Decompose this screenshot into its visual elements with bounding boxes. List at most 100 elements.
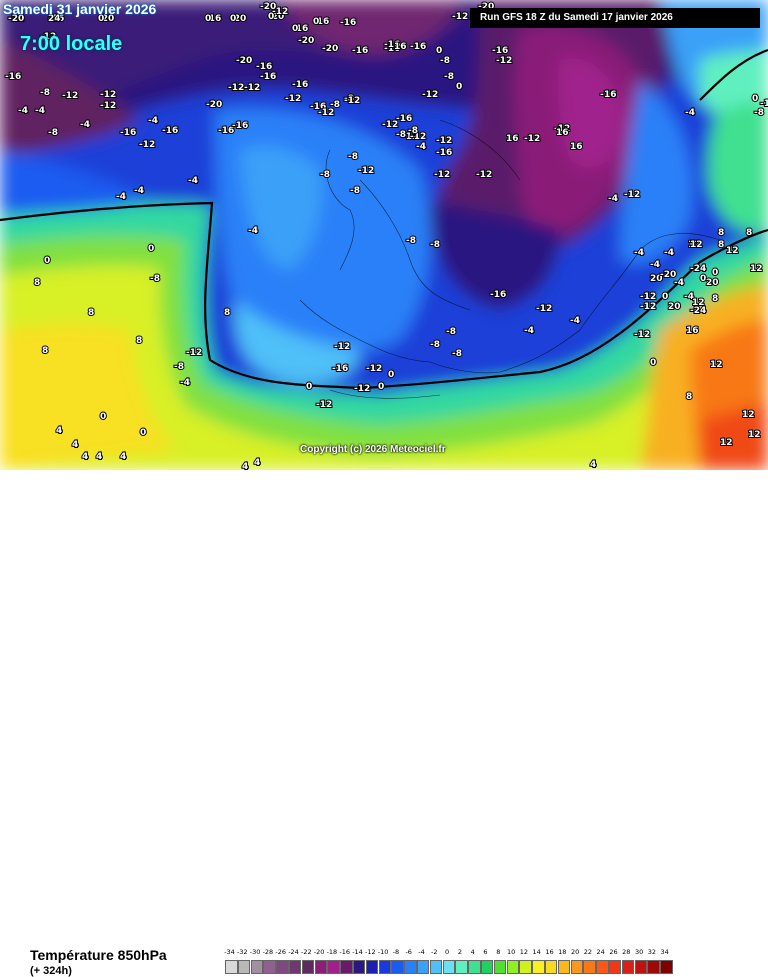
isotherm-value-label: -4 <box>684 292 694 302</box>
isotherm-value-label: 0 <box>456 82 462 92</box>
scale-swatch <box>557 960 571 974</box>
isotherm-value-label: -4 <box>608 194 618 204</box>
scale-swatch <box>468 960 481 974</box>
scale-swatch <box>583 960 596 974</box>
scale-tick-label: 24 <box>596 948 605 956</box>
scale-tick-label: -18 <box>326 948 338 956</box>
parameter-title: Température 850hPa <box>30 947 167 963</box>
isotherm-value-label: -8 <box>348 152 358 162</box>
isotherm-value-label: 0 <box>98 14 104 24</box>
isotherm-value-label: -8 <box>754 108 764 118</box>
isotherm-value-label: -4 <box>634 248 644 258</box>
isotherm-value-label: -16 <box>260 72 276 82</box>
isotherm-value-label: 12 <box>688 240 701 250</box>
scale-tick-label: -14 <box>352 948 363 956</box>
isotherm-value-label: -4 <box>180 378 190 388</box>
isotherm-value-label: -16 <box>232 121 248 131</box>
scale-tick-label: 6 <box>483 948 488 956</box>
isotherm-value-label: 24 <box>48 14 61 24</box>
isotherm-value-label: -12 <box>640 292 656 302</box>
scale-tick-label: 2 <box>457 948 462 956</box>
scale-swatch <box>429 960 443 974</box>
forecast-date: Samedi 31 janvier 2026 <box>3 1 157 17</box>
isotherm-value-label: 12 <box>720 438 733 448</box>
isotherm-value-label: -8 <box>430 240 440 250</box>
isotherm-value-label: -8 <box>452 349 462 359</box>
scale-swatch <box>608 960 622 974</box>
scale-swatch <box>404 960 417 974</box>
isotherm-value-label: -12 <box>316 400 332 410</box>
scale-tick-label: 20 <box>570 948 580 956</box>
zero-isotherm <box>0 201 768 390</box>
scale-tick-label: -22 <box>300 948 312 956</box>
scale-tick-label: -6 <box>405 948 412 956</box>
isotherm-value-label: -20 <box>268 12 284 22</box>
isotherm-value-label: 4 <box>120 452 126 462</box>
scale-tick-label: 22 <box>583 948 593 956</box>
scale-tick-label: 28 <box>622 948 631 956</box>
isotherm-value-label: 8 <box>686 392 692 402</box>
isotherm-value-label: 8 <box>136 336 142 346</box>
isotherm-value-label: 4 <box>56 426 62 436</box>
isotherm-value-label: -12 <box>272 7 288 17</box>
isotherm-value-label: -8 <box>174 362 184 372</box>
scale-swatch <box>250 960 264 974</box>
isotherm-value-label: -16 <box>313 17 329 27</box>
scale-tick-label: -20 <box>313 948 325 956</box>
color-scale-bar <box>225 960 673 974</box>
isotherm-value-label: -4 <box>148 116 158 126</box>
scale-tick-label: -34 <box>224 948 235 956</box>
scale-swatch <box>647 960 660 974</box>
isotherm-value-label: 0 <box>650 358 656 368</box>
isotherm-value-label: -12 <box>402 132 418 142</box>
isotherm-value-label: 8 <box>718 240 724 250</box>
isotherm-value-label: 16 <box>570 142 583 152</box>
isotherm-value-label: -16 <box>5 72 21 82</box>
scale-swatch <box>442 960 456 974</box>
isotherm-value-label: 8 <box>42 346 48 356</box>
isotherm-value-label: -12 <box>640 302 656 312</box>
isotherm-value-label: 16 <box>686 326 699 336</box>
isotherm-value-label: -8 <box>330 100 340 110</box>
scale-swatch <box>570 960 584 974</box>
isotherm-value-label: -8 <box>444 72 454 82</box>
isotherm-value-label: -12 <box>139 140 155 150</box>
isotherm-value-label: 0 <box>378 382 384 392</box>
isotherm-value-label: -16 <box>205 14 221 24</box>
scale-swatch <box>378 960 392 974</box>
scale-tick-label: -12 <box>364 948 376 956</box>
isotherm-value-label: -24 <box>690 264 706 274</box>
scale-tick-label: 34 <box>660 948 669 956</box>
isotherm-value-label: -12 <box>476 170 492 180</box>
isotherm-value-label: -8 <box>430 340 440 350</box>
isotherm-value-label: -12 <box>382 120 398 130</box>
isotherm-value-label: -8 <box>344 94 354 104</box>
isotherm-value-label: -12 <box>366 364 382 374</box>
isotherm-value-label: -12 <box>40 32 56 42</box>
isotherm-value-label: 12 <box>690 240 703 250</box>
isotherm-value-label: 0 <box>292 24 298 34</box>
isotherm-value-label: -20 <box>660 270 676 280</box>
isotherm-value-label: 8 <box>712 294 718 304</box>
isotherm-value-label: -12 <box>62 91 78 101</box>
scale-tick-label: -30 <box>249 948 261 956</box>
model-run-info: Run GFS 18 Z du Samedi 17 janvier 2026 <box>470 8 760 28</box>
scale-tick-label: 16 <box>545 948 554 956</box>
isotherm-value-label: -20 <box>298 36 314 46</box>
isotherm-value-label: -16 <box>120 128 136 138</box>
isotherm-value-label: 0 <box>205 14 211 24</box>
isotherm-value-label: -4 <box>134 186 144 196</box>
isotherm-value-label: -16 <box>218 126 234 136</box>
isotherm-value-label: -16 <box>48 14 64 24</box>
isotherm-value-label: 0 <box>712 268 718 278</box>
scale-swatch <box>314 960 328 974</box>
scale-swatch <box>391 960 404 974</box>
scale-swatch <box>493 960 507 974</box>
isotherm-value-label: 0 <box>100 412 106 422</box>
isotherm-value-label: -16 <box>384 40 400 50</box>
isotherm-value-label: -12 <box>358 166 374 176</box>
isotherm-value-label: -20 <box>260 2 276 12</box>
scale-swatch <box>506 960 520 974</box>
isotherm-value-label: -16 <box>760 99 768 109</box>
isotherm-value-label: -12 <box>334 342 350 352</box>
